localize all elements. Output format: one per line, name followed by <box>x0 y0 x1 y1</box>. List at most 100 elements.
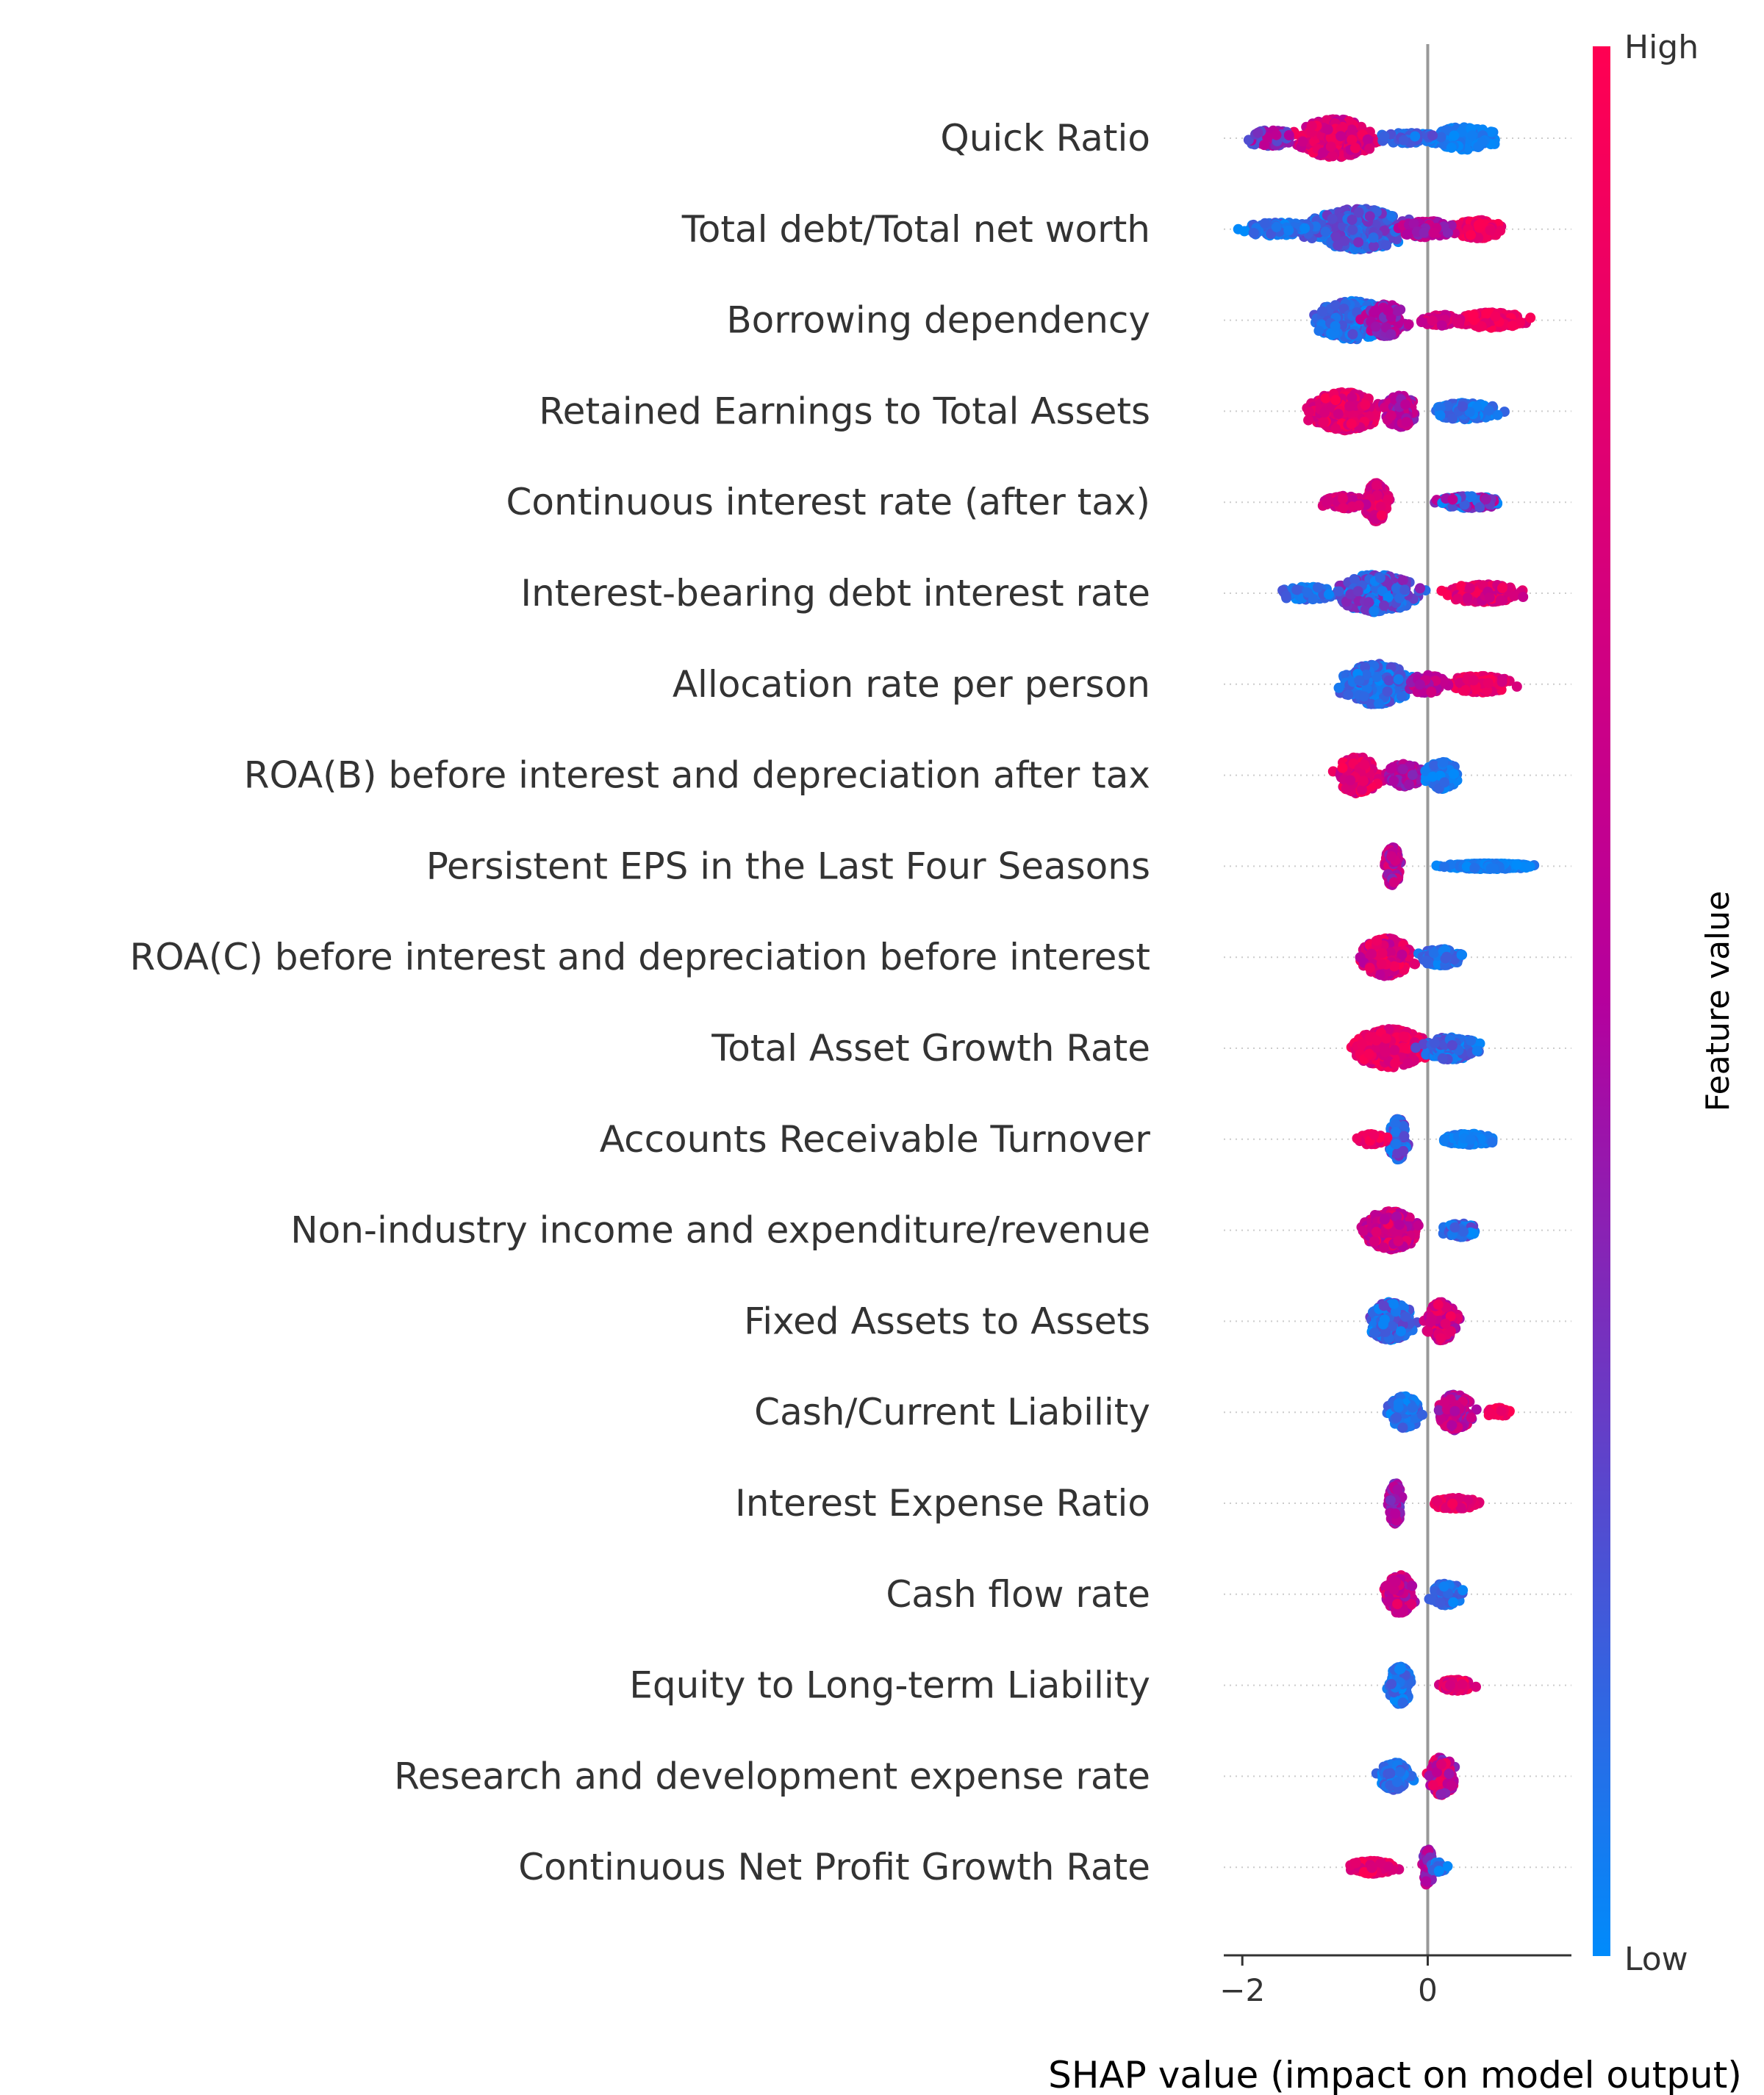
shap-point <box>1476 320 1487 332</box>
shap-point <box>1447 494 1458 505</box>
shap-point <box>1327 151 1338 162</box>
shap-point <box>1386 210 1397 221</box>
shap-point <box>1473 219 1484 230</box>
shap-point <box>1352 586 1363 597</box>
shap-point <box>1399 584 1410 595</box>
shap-point <box>1401 417 1412 428</box>
shap-point <box>1370 321 1381 332</box>
shap-point <box>1318 147 1328 158</box>
shap-point <box>1302 587 1313 598</box>
shap-point <box>1379 131 1390 142</box>
shap-point <box>1446 142 1457 153</box>
shap-point <box>1316 306 1327 317</box>
shap-point <box>1458 401 1468 412</box>
shap-point <box>1260 218 1270 229</box>
shap-point <box>1262 132 1273 143</box>
shap-point <box>1347 124 1358 135</box>
shap-point <box>1325 141 1336 152</box>
shap-point <box>1371 480 1382 490</box>
shap-point <box>1338 503 1349 513</box>
shap-point <box>1484 592 1495 603</box>
shap-point <box>1518 592 1529 602</box>
shap-point <box>1436 585 1447 596</box>
shap-point <box>1415 583 1425 594</box>
shap-point <box>1468 309 1479 320</box>
shap-point <box>1320 226 1331 237</box>
shap-point <box>1374 698 1385 709</box>
shap-point <box>1344 401 1355 412</box>
shap-point <box>1339 235 1350 246</box>
shap-point <box>1333 586 1344 597</box>
shap-point <box>1248 228 1259 238</box>
shap-point <box>1495 595 1506 606</box>
shap-point <box>1483 405 1494 416</box>
shap-point <box>1485 225 1496 236</box>
shap-point <box>1353 237 1364 248</box>
shap-point <box>1325 132 1336 143</box>
shap-point <box>1464 583 1475 594</box>
shap-point <box>1382 686 1393 697</box>
shap-point <box>1271 129 1282 140</box>
shap-point <box>1435 132 1446 143</box>
shap-point <box>1252 127 1263 138</box>
shap-point <box>1403 319 1414 330</box>
shap-point <box>1354 675 1365 686</box>
shap-point <box>1419 227 1430 238</box>
shap-point <box>1436 320 1447 331</box>
shap-point <box>1353 500 1364 511</box>
shap-point <box>1428 227 1439 238</box>
shap-point <box>1306 121 1317 132</box>
shap-point <box>1330 423 1341 434</box>
shap-point <box>1383 675 1394 686</box>
shap-point <box>1449 130 1460 141</box>
shap-point <box>1466 229 1476 240</box>
shap-point <box>1393 674 1404 685</box>
shap-point <box>1283 225 1294 236</box>
shap-point <box>1383 494 1394 505</box>
shap-point <box>1271 221 1282 232</box>
shap-point <box>1318 417 1329 428</box>
shap-point <box>1480 494 1491 505</box>
shap-point <box>1363 597 1374 608</box>
shap-point <box>1358 691 1369 702</box>
shap-point <box>1239 226 1250 237</box>
shap-point <box>1385 329 1396 340</box>
shap-point <box>1369 305 1380 316</box>
shap-point <box>1322 115 1333 126</box>
shap-point <box>1466 491 1477 502</box>
shap-point <box>1400 399 1411 410</box>
shap-point <box>1322 124 1333 135</box>
shap-point <box>1364 143 1375 154</box>
shap-point <box>1319 407 1330 418</box>
shap-point <box>1397 575 1408 586</box>
shap-point <box>1347 215 1358 225</box>
shap-point <box>1497 582 1507 593</box>
shap-point <box>1343 690 1354 701</box>
shap-point <box>1280 590 1291 601</box>
shap-point <box>1376 510 1387 521</box>
shap-point <box>1456 581 1467 592</box>
shap-point <box>1416 317 1427 327</box>
shap-point <box>1299 223 1311 234</box>
shap-point <box>1392 305 1403 316</box>
shap-point <box>1360 399 1371 410</box>
shap-point <box>1297 136 1308 147</box>
shap-point <box>1322 497 1332 508</box>
shap-point <box>1473 142 1484 152</box>
shap-point <box>1402 229 1413 240</box>
shap-point <box>1347 224 1358 235</box>
shap-point <box>1283 130 1294 140</box>
shap-point <box>1435 410 1446 421</box>
shap-point <box>1427 315 1438 326</box>
shap-point <box>1379 600 1390 611</box>
shap-point <box>1474 502 1485 513</box>
shap-point <box>1385 410 1396 421</box>
dots-layer <box>1233 114 1540 1890</box>
shap-point <box>1379 402 1390 413</box>
shap-point <box>1338 493 1348 504</box>
shap-point <box>1410 131 1421 142</box>
shap-point <box>1396 691 1407 702</box>
shap-point <box>1427 130 1438 141</box>
shap-point <box>1362 134 1373 145</box>
